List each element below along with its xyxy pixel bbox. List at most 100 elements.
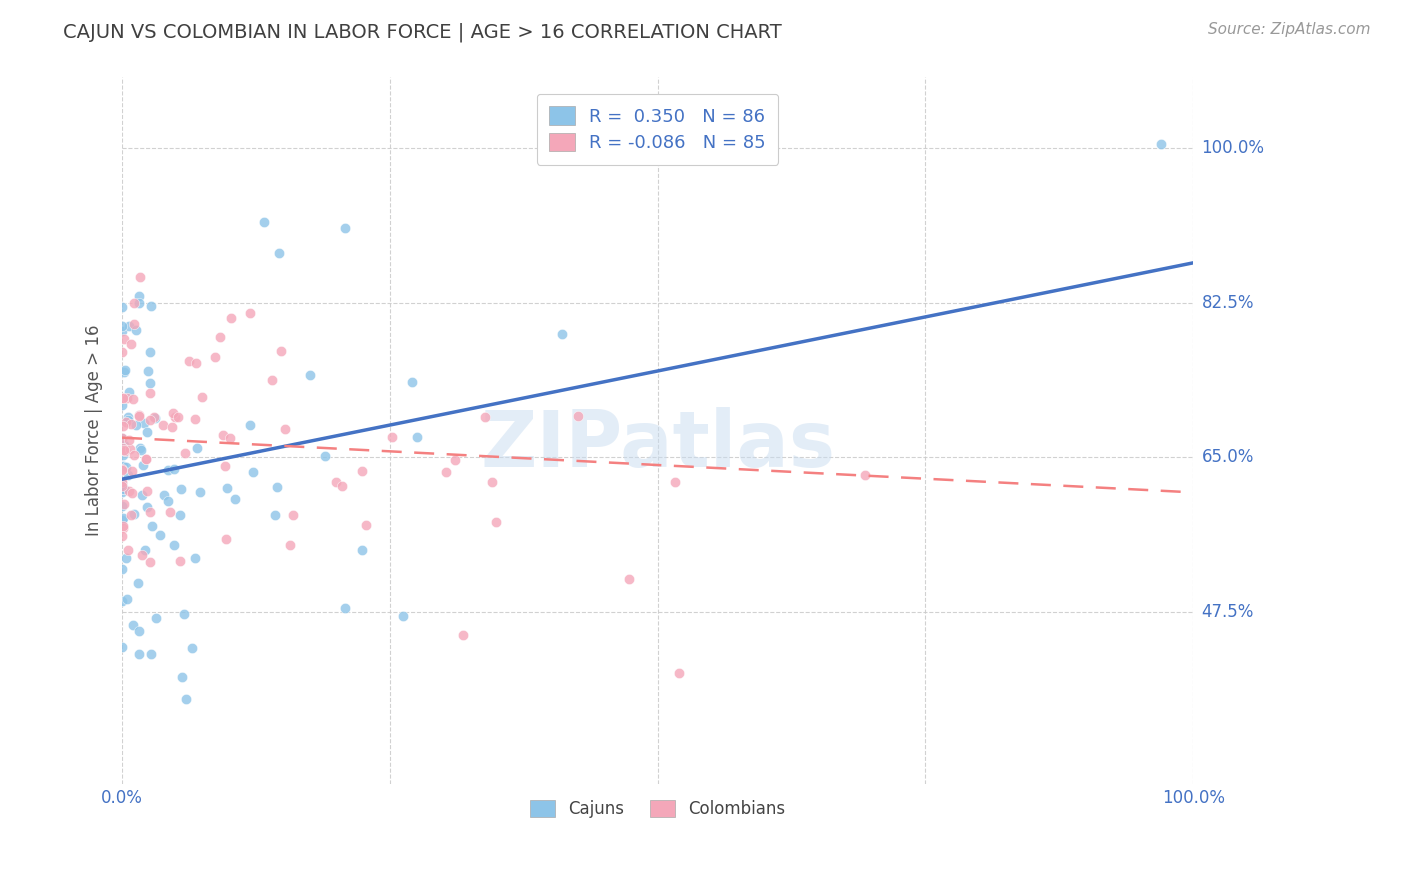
Point — [325, 475, 347, 489]
Point — [406, 430, 429, 444]
Point — [224, 491, 246, 506]
Point — [117, 318, 139, 333]
Point — [444, 453, 467, 467]
Point — [330, 479, 353, 493]
Point — [138, 345, 160, 359]
Point — [111, 319, 134, 334]
Point — [129, 269, 152, 284]
Point — [184, 412, 207, 426]
Point — [118, 434, 141, 448]
Point — [218, 431, 240, 445]
Point — [162, 420, 184, 434]
Point — [114, 362, 136, 376]
Point — [138, 555, 160, 569]
Point — [567, 409, 589, 423]
Point — [132, 458, 155, 472]
Point — [239, 418, 262, 433]
Text: 47.5%: 47.5% — [1202, 603, 1254, 621]
Point — [112, 332, 135, 346]
Point — [111, 482, 134, 496]
Point — [128, 409, 150, 423]
Point — [111, 345, 134, 359]
Point — [134, 542, 156, 557]
Point — [145, 611, 167, 625]
Point — [121, 486, 143, 500]
Point — [111, 562, 134, 576]
Point — [114, 415, 136, 429]
Point — [111, 391, 134, 405]
Point — [117, 413, 139, 427]
Point — [188, 485, 211, 500]
Point — [208, 329, 231, 343]
Point — [163, 409, 186, 424]
Point — [141, 647, 163, 661]
Point — [184, 551, 207, 566]
Point — [128, 624, 150, 638]
Text: 100.0%: 100.0% — [1202, 139, 1264, 157]
Point — [159, 505, 181, 519]
Point — [157, 462, 180, 476]
Point — [264, 508, 287, 523]
Point — [333, 600, 356, 615]
Point — [117, 410, 139, 425]
Point — [274, 422, 297, 436]
Point — [550, 326, 572, 341]
Point — [129, 442, 152, 457]
Point — [139, 413, 162, 427]
Point — [112, 441, 135, 455]
Point — [115, 391, 138, 405]
Point — [111, 640, 134, 654]
Point — [118, 483, 141, 498]
Point — [381, 430, 404, 444]
Point — [128, 296, 150, 310]
Point — [111, 499, 134, 513]
Point — [434, 465, 457, 479]
Point — [112, 448, 135, 462]
Point — [120, 442, 142, 456]
Point — [157, 494, 180, 508]
Point — [136, 363, 159, 377]
Point — [120, 337, 142, 351]
Point — [149, 528, 172, 542]
Point — [118, 385, 141, 400]
Point — [111, 431, 134, 445]
Point — [181, 640, 204, 655]
Point — [190, 390, 212, 404]
Point — [138, 376, 160, 390]
Point — [350, 464, 373, 478]
Point — [139, 299, 162, 313]
Point — [125, 323, 148, 337]
Point — [485, 515, 508, 529]
Point — [120, 508, 142, 523]
Point — [111, 419, 134, 434]
Point — [664, 475, 686, 490]
Point — [127, 575, 149, 590]
Point — [115, 592, 138, 607]
Point — [169, 508, 191, 522]
Point — [172, 670, 194, 684]
Point — [111, 397, 134, 411]
Point — [111, 485, 134, 500]
Point — [215, 532, 238, 546]
Point — [135, 452, 157, 467]
Point — [314, 450, 336, 464]
Point — [474, 410, 496, 425]
Point — [260, 373, 283, 387]
Point — [114, 551, 136, 566]
Legend: Cajuns, Colombians: Cajuns, Colombians — [523, 793, 792, 825]
Point — [111, 431, 134, 445]
Point — [115, 460, 138, 475]
Point — [170, 482, 193, 496]
Point — [177, 353, 200, 368]
Point — [132, 417, 155, 431]
Point — [128, 409, 150, 423]
Point — [111, 462, 134, 476]
Point — [219, 310, 242, 325]
Point — [152, 417, 174, 432]
Point — [112, 365, 135, 379]
Point — [124, 448, 146, 462]
Point — [135, 425, 157, 439]
Point — [117, 467, 139, 482]
Point — [333, 221, 356, 235]
Point — [163, 538, 186, 552]
